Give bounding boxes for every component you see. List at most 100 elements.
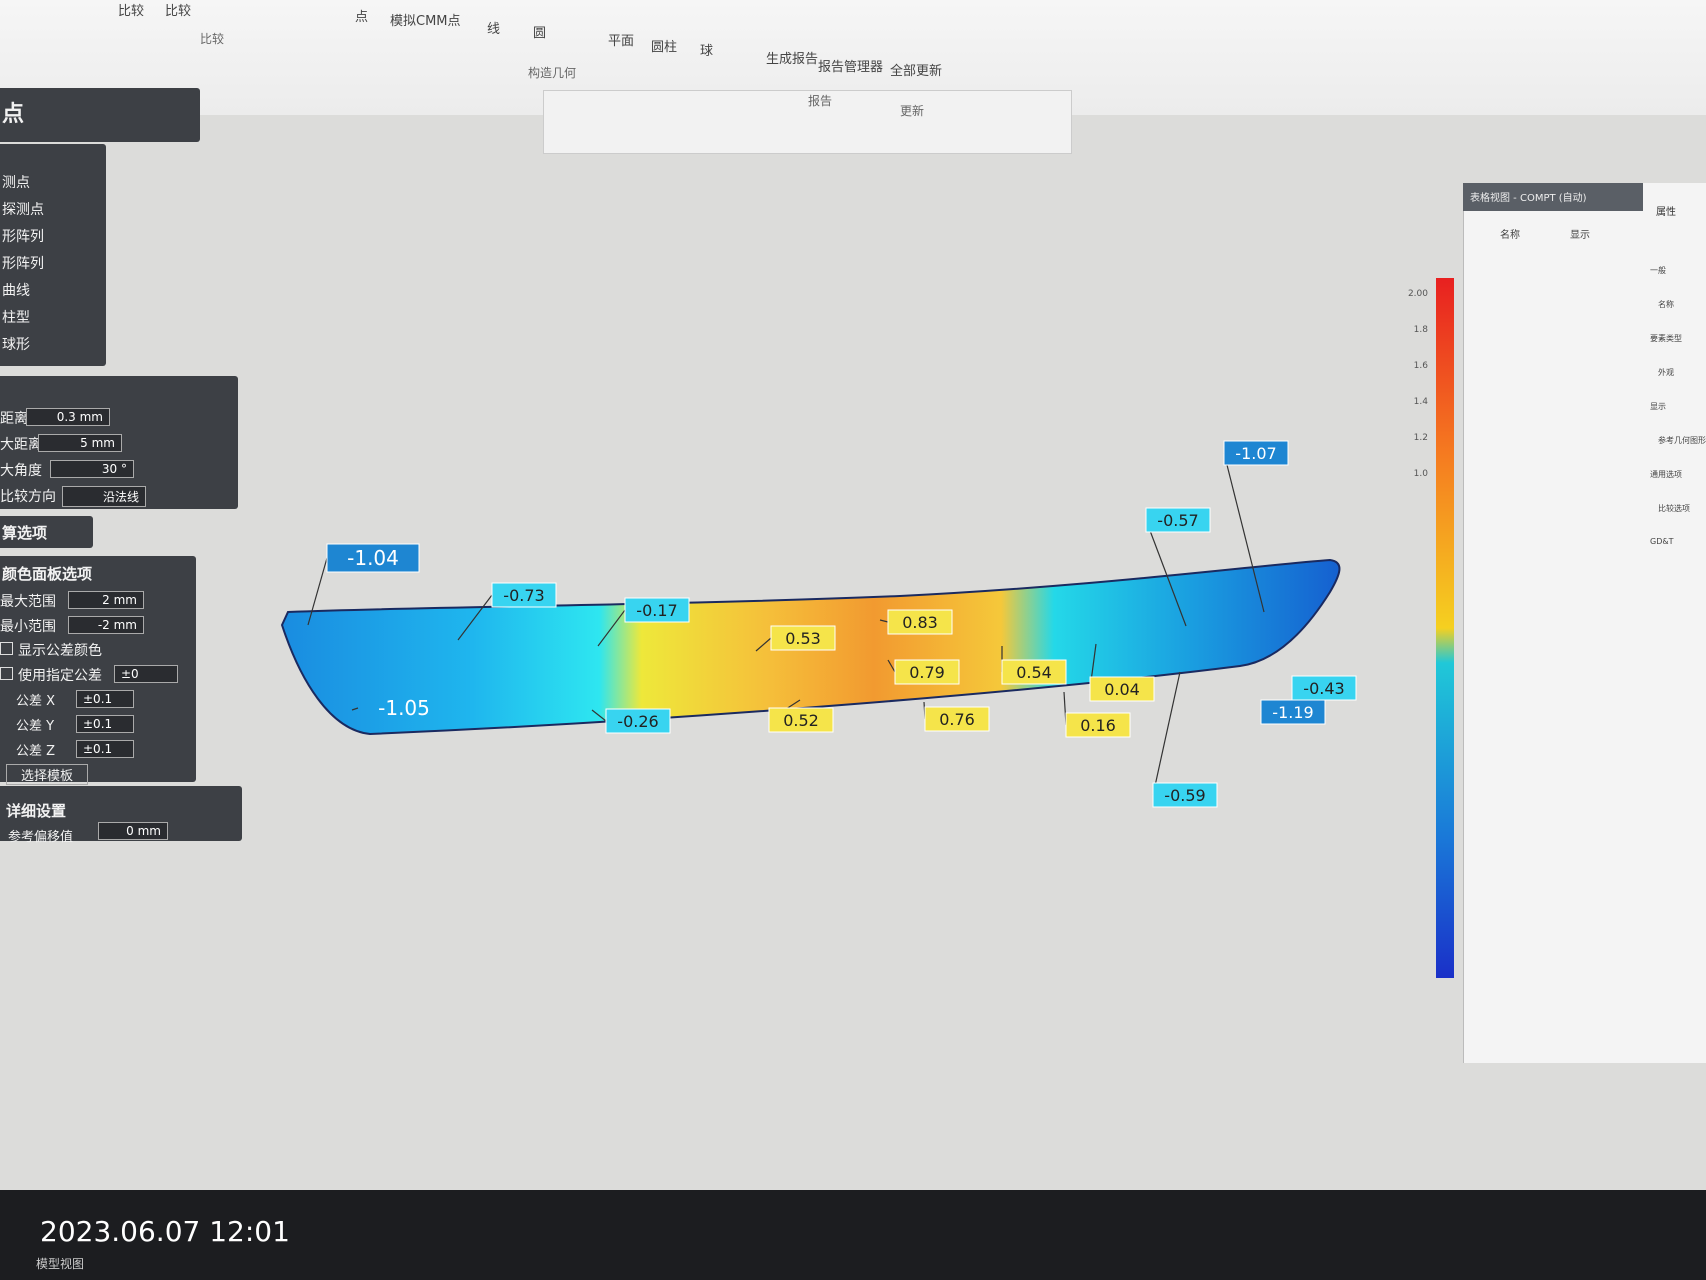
ribbon-button: 全部更新 <box>890 64 943 79</box>
checkbox <box>0 667 13 680</box>
param-field: ±0.1 <box>76 715 134 733</box>
ribbon-button: 圆柱 <box>651 40 678 55</box>
deviation-box <box>1145 507 1211 533</box>
check-label: 显示公差颜色 <box>18 643 102 659</box>
section-title: 颜色面板选项 <box>2 565 93 583</box>
feature-panel <box>0 144 106 366</box>
section-title: 详细设置 <box>6 802 67 820</box>
ribbon-button: 线 <box>487 22 501 37</box>
property-item: 参考几何图形 <box>1658 436 1706 445</box>
deviation-label: 0.52 <box>783 711 819 730</box>
deviation-box <box>605 708 671 734</box>
deviation-label: 0.79 <box>909 663 945 682</box>
view-toolbar <box>543 90 1072 154</box>
deviation-label: -1.05 <box>378 696 430 720</box>
column-header: 显示 <box>1570 230 1590 241</box>
leader-line <box>597 609 626 647</box>
tolerance-label: 公差 X <box>16 694 56 709</box>
deviation-label: 0.04 <box>1104 680 1140 699</box>
deviation-box <box>770 625 836 651</box>
deviation-label: 0.53 <box>785 629 821 648</box>
param-field: ±0 <box>114 665 178 683</box>
deviation-box <box>1001 659 1067 685</box>
ribbon-group-label: 比较 <box>200 32 225 46</box>
deviation-box <box>1291 675 1357 701</box>
ribbon-button: 平面 <box>608 34 635 49</box>
leader-line <box>457 594 493 641</box>
param-field: 0.3 mm <box>26 408 110 426</box>
ribbon-group-label: 构造几何 <box>528 66 577 80</box>
param-label: 最小范围 <box>0 619 56 635</box>
tolerance-label: 公差 Y <box>16 719 55 734</box>
scale-label: 1.0 <box>1414 469 1429 479</box>
property-item: 通用选项 <box>1650 470 1682 479</box>
deviation-box <box>894 659 960 685</box>
deviation-box <box>1065 712 1131 738</box>
param-field: 2 mm <box>68 591 144 609</box>
feature-item: 形阵列 <box>2 229 44 245</box>
table-header <box>1463 183 1643 211</box>
param-field: ±0.1 <box>76 690 134 708</box>
ribbon-button: 点 <box>355 10 369 25</box>
ribbon-button: 比较 <box>165 4 192 19</box>
tolerance-label: 公差 Z <box>16 744 56 759</box>
calc-panel <box>0 516 93 548</box>
deviation-label: -0.57 <box>1157 511 1198 530</box>
header-panel <box>0 88 200 142</box>
ribbon-button: 生成报告 <box>766 52 819 67</box>
leader-line <box>755 637 772 652</box>
timestamp: 2023.06.07 12:01 <box>40 1215 290 1248</box>
param-field: -2 mm <box>68 616 144 634</box>
param-label: 比较方向 <box>0 489 56 505</box>
ribbon-button: 报告管理器 <box>818 60 884 75</box>
property-item: 外观 <box>1658 368 1674 377</box>
leader-line <box>307 557 328 626</box>
deviation-label: -1.04 <box>347 546 399 570</box>
properties-title: 属性 <box>1656 207 1676 218</box>
ribbon-button: 球 <box>700 44 714 59</box>
deviation-label: -0.26 <box>617 712 658 731</box>
bezel <box>0 1190 1706 1280</box>
panel-title: 点 <box>2 102 25 127</box>
leader-line <box>1145 519 1187 627</box>
deviation-label: 0.76 <box>939 710 975 729</box>
param-field: 沿法线 <box>62 486 146 507</box>
property-item: GD&T <box>1650 537 1674 546</box>
param-label: 大角度 <box>0 463 42 479</box>
deviation-label: -0.43 <box>1303 679 1344 698</box>
deviation-box <box>1152 782 1218 808</box>
section-title: 算选项 <box>2 524 48 542</box>
deviation-box <box>924 706 990 732</box>
property-item: 要素类型 <box>1650 334 1682 343</box>
scale-label: 2.00 <box>1408 289 1428 299</box>
param-field: 0 mm <box>98 822 168 840</box>
ribbon-button: 比较 <box>118 4 145 19</box>
ribbon-group-label: 报告 <box>808 94 833 108</box>
leader-line <box>887 659 896 673</box>
deviation-label: -1.19 <box>1272 703 1313 722</box>
deviation-label: -1.07 <box>1235 444 1276 463</box>
deviation-box <box>326 543 420 573</box>
checkbox <box>0 642 13 655</box>
param-label: 大距离 <box>0 437 42 453</box>
param-label: 距离 <box>0 411 28 427</box>
property-item: 显示 <box>1650 402 1666 411</box>
property-item: 名称 <box>1658 300 1674 309</box>
leader-line <box>351 707 359 711</box>
param-label: 最大范围 <box>0 594 56 610</box>
side-panel <box>1463 183 1706 1063</box>
deviation-box <box>887 609 953 635</box>
deviation-box <box>1089 676 1155 702</box>
ribbon-group-label: 更新 <box>900 104 925 118</box>
feature-item: 测点 <box>2 175 30 191</box>
check-label: 使用指定公差 <box>18 668 102 684</box>
deviation-label: 0.83 <box>902 613 938 632</box>
param-field: 5 mm <box>38 434 122 452</box>
feature-item: 探测点 <box>2 202 44 218</box>
deviation-label: 0.16 <box>1080 716 1116 735</box>
deviation-label: 0.54 <box>1016 663 1052 682</box>
color-bar <box>1436 278 1454 978</box>
feature-item: 柱型 <box>2 310 30 326</box>
